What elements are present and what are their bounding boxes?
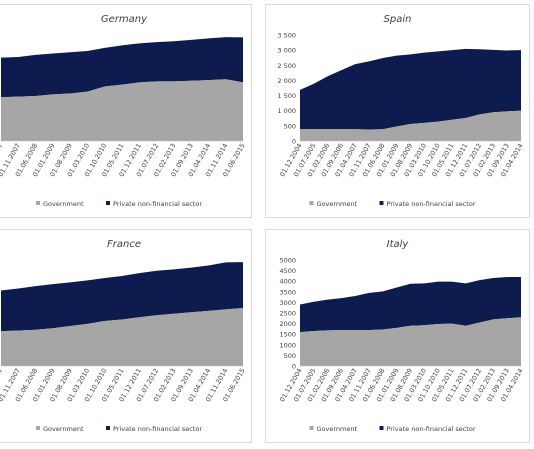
legend-label: Private non-financial sector bbox=[113, 425, 202, 433]
legend-swatch bbox=[36, 201, 40, 205]
y-tick-label: 2 500 bbox=[277, 62, 296, 70]
chart-title: Spain bbox=[384, 14, 412, 25]
chart-title: Germany bbox=[101, 14, 148, 25]
legend-swatch bbox=[36, 426, 40, 430]
chart-title: France bbox=[107, 239, 141, 250]
y-tick-label: 2000 bbox=[279, 320, 296, 328]
y-tick-label: 3 000 bbox=[277, 47, 296, 55]
y-tick-label: 3000 bbox=[279, 299, 296, 307]
legend-label: Government bbox=[317, 425, 358, 433]
series-area-private bbox=[300, 48, 521, 130]
y-tick-label: 2 000 bbox=[277, 77, 296, 85]
y-tick-label: 500 bbox=[284, 352, 296, 360]
y-tick-label: 1 500 bbox=[277, 92, 296, 100]
legend-swatch bbox=[379, 201, 384, 205]
chart-svg: France01.04.200701.11.200701.06.200801.0… bbox=[0, 239, 247, 433]
legend-swatch bbox=[106, 201, 110, 205]
series-area-government bbox=[300, 317, 521, 366]
y-tick-label: 3500 bbox=[279, 288, 296, 296]
chart-panel-italy: Italy 0 500 1000 1500 2000 2500 3000 3500 4000 450… bbox=[265, 229, 530, 443]
series-area-private bbox=[300, 276, 521, 333]
series-area-private bbox=[1, 262, 243, 332]
series-area-government bbox=[1, 307, 243, 366]
legend-swatch bbox=[309, 201, 314, 205]
legend-label: Private non-financial sector bbox=[113, 200, 202, 208]
legend-swatch bbox=[106, 426, 110, 430]
y-tick-label: 4000 bbox=[279, 278, 296, 286]
y-tick-label: 4500 bbox=[279, 267, 296, 275]
legend-label: Government bbox=[317, 200, 358, 208]
y-tick-label: 500 bbox=[284, 122, 296, 130]
legend-swatch bbox=[379, 426, 384, 430]
chart-svg: Germany01.04.200701.11.200701.06.200801.… bbox=[0, 14, 247, 208]
legend-swatch bbox=[309, 426, 314, 430]
legend-label: Private non-financial sector bbox=[387, 425, 476, 433]
y-tick-label: 2500 bbox=[279, 310, 296, 318]
legend-label: Private non-financial sector bbox=[387, 200, 476, 208]
y-tick-label: 0 bbox=[292, 363, 296, 371]
chart-svg: Italy 0 500 1000 1500 2000 2500 3000 3500 4000 450… bbox=[278, 239, 525, 433]
legend-label: Government bbox=[43, 425, 84, 433]
chart-title: Italy bbox=[387, 239, 410, 250]
y-tick-label: 3 500 bbox=[277, 32, 296, 40]
series-area-government bbox=[300, 110, 521, 141]
y-tick-label: 1500 bbox=[279, 331, 296, 339]
y-tick-label: 1000 bbox=[279, 341, 296, 349]
y-tick-label: 1 000 bbox=[277, 107, 296, 115]
chart-panel-france: France 01.04.2007 01.11.2007 01.06.2008 01.0… bbox=[0, 229, 252, 443]
legend-label: Government bbox=[43, 200, 84, 208]
y-tick-label: 0 bbox=[292, 138, 296, 146]
chart-panel-germany: Germany 01.04.2007 01.11.2007 01.06.2008 01.… bbox=[0, 4, 252, 218]
chart-panel-spain: Spain 0 500 1 000 1 500 2 000 2 500 3 000 3 500 0… bbox=[265, 4, 530, 218]
series-area-government bbox=[1, 79, 243, 141]
series-area-private bbox=[1, 37, 243, 98]
y-tick-label: 5000 bbox=[279, 257, 296, 265]
